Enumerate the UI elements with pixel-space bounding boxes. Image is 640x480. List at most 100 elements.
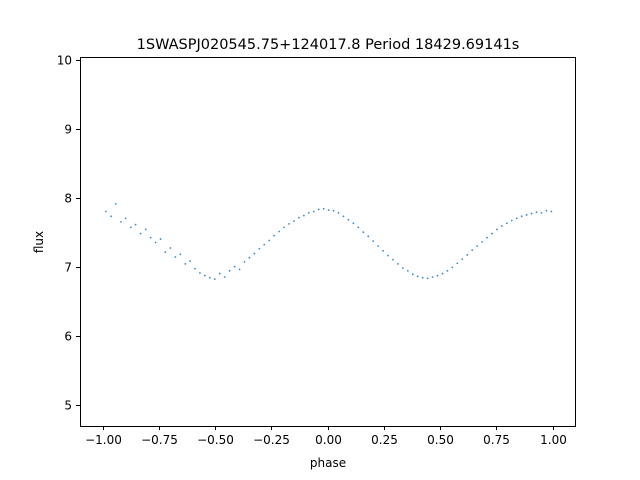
y-axis-ticks: 5 6 7 8 9 10: [57, 54, 80, 413]
y-axis-label: flux: [32, 231, 46, 253]
scatter-point: [293, 220, 295, 223]
scatter-point: [169, 247, 172, 249]
scatter-point: [208, 276, 211, 279]
scatter-point: [342, 215, 345, 218]
scatter-point: [347, 218, 350, 221]
scatter-point: [248, 256, 251, 259]
scatter-point: [203, 274, 206, 277]
scatter-point: [426, 277, 429, 280]
x-tick-label: −0.50: [197, 433, 234, 447]
scatter-point: [540, 211, 543, 214]
scatter-point: [199, 271, 201, 274]
x-tick-label: 0.25: [371, 433, 398, 447]
scatter-point: [159, 238, 162, 240]
scatter-point: [500, 225, 503, 227]
scatter-point: [525, 214, 528, 216]
x-tick-label: −1.00: [85, 433, 122, 447]
y-tick-label: 6: [64, 330, 72, 344]
scatter-point: [515, 217, 518, 220]
scatter-point: [377, 245, 380, 247]
scatter-point: [406, 269, 409, 272]
chart-title: 1SWASPJ020545.75+124017.8 Period 18429.6…: [137, 37, 520, 53]
scatter-point: [213, 278, 216, 280]
scatter-point: [535, 211, 538, 214]
scatter-point: [505, 222, 508, 225]
scatter-point: [401, 267, 404, 269]
scatter-point: [461, 258, 464, 260]
scatter-point: [149, 236, 152, 239]
scatter-point: [283, 226, 285, 229]
scatter-point: [397, 263, 399, 265]
scatter-point: [545, 209, 548, 212]
x-tick-label: −0.75: [141, 433, 178, 447]
scatter-point: [268, 239, 271, 242]
scatter-point: [327, 209, 330, 212]
scatter-point: [110, 215, 112, 218]
scatter-point: [258, 247, 261, 250]
scatter-point: [520, 215, 523, 218]
scatter-point: [307, 211, 310, 214]
scatter-point: [312, 210, 315, 213]
scatter-point: [298, 216, 300, 219]
scatter-point: [218, 272, 221, 275]
x-axis-label: phase: [310, 456, 346, 470]
scatter-point: [357, 226, 360, 229]
scatter-point: [129, 226, 132, 229]
x-tick-label: 0.00: [315, 433, 342, 447]
x-axis-ticks: −1.00 −0.75 −0.50 −0.25 0.00 0.25 0.50 0.75 1.00: [85, 426, 567, 447]
scatter-point: [411, 273, 414, 276]
scatter-point: [189, 260, 191, 263]
scatter-point: [481, 240, 483, 243]
scatter-points: [104, 203, 553, 280]
y-tick-label: 8: [64, 192, 72, 206]
y-tick-label: 9: [64, 123, 72, 137]
scatter-point: [228, 269, 231, 272]
scatter-point: [416, 275, 419, 278]
scatter-point: [278, 230, 281, 233]
scatter-point: [233, 265, 236, 268]
y-tick-label: 7: [64, 261, 72, 275]
scatter-point: [387, 254, 389, 257]
y-tick-label: 10: [57, 54, 72, 68]
scatter-point: [367, 235, 370, 238]
scatter-point: [510, 219, 513, 222]
scatter-point: [120, 220, 122, 223]
scatter-point: [392, 258, 394, 261]
scatter-point: [550, 210, 553, 213]
scatter-point: [322, 207, 325, 210]
scatter-point: [134, 223, 137, 226]
scatter-point: [332, 209, 335, 212]
x-tick-label: −0.25: [253, 433, 290, 447]
scatter-point: [362, 231, 365, 234]
scatter-point: [194, 267, 196, 270]
scatter-point: [471, 249, 474, 252]
scatter-point: [421, 276, 424, 279]
scatter-point: [446, 269, 449, 272]
scatter-point: [456, 262, 459, 265]
scatter-point: [104, 210, 107, 213]
x-tick-label: 0.50: [427, 433, 454, 447]
scatter-point: [273, 234, 276, 237]
scatter-point: [436, 274, 439, 277]
scatter-point: [372, 240, 375, 243]
axes-frame: [80, 57, 576, 427]
x-tick-label: 0.75: [483, 433, 510, 447]
scatter-point: [223, 276, 226, 278]
scatter-point: [114, 203, 117, 205]
scatter-point: [451, 266, 454, 269]
scatter-point: [496, 228, 498, 231]
scatter-point: [253, 252, 256, 255]
scatter-point: [302, 214, 305, 217]
scatter-point: [238, 268, 241, 271]
scatter-point: [139, 232, 142, 235]
scatter-point: [441, 272, 444, 275]
scatter-point: [317, 208, 320, 211]
scatter-point: [179, 253, 182, 256]
scatter-point: [174, 256, 177, 258]
scatter-point: [124, 217, 127, 220]
y-tick-label: 5: [64, 399, 72, 413]
scatter-point: [476, 245, 479, 247]
scatter-point: [337, 211, 340, 214]
